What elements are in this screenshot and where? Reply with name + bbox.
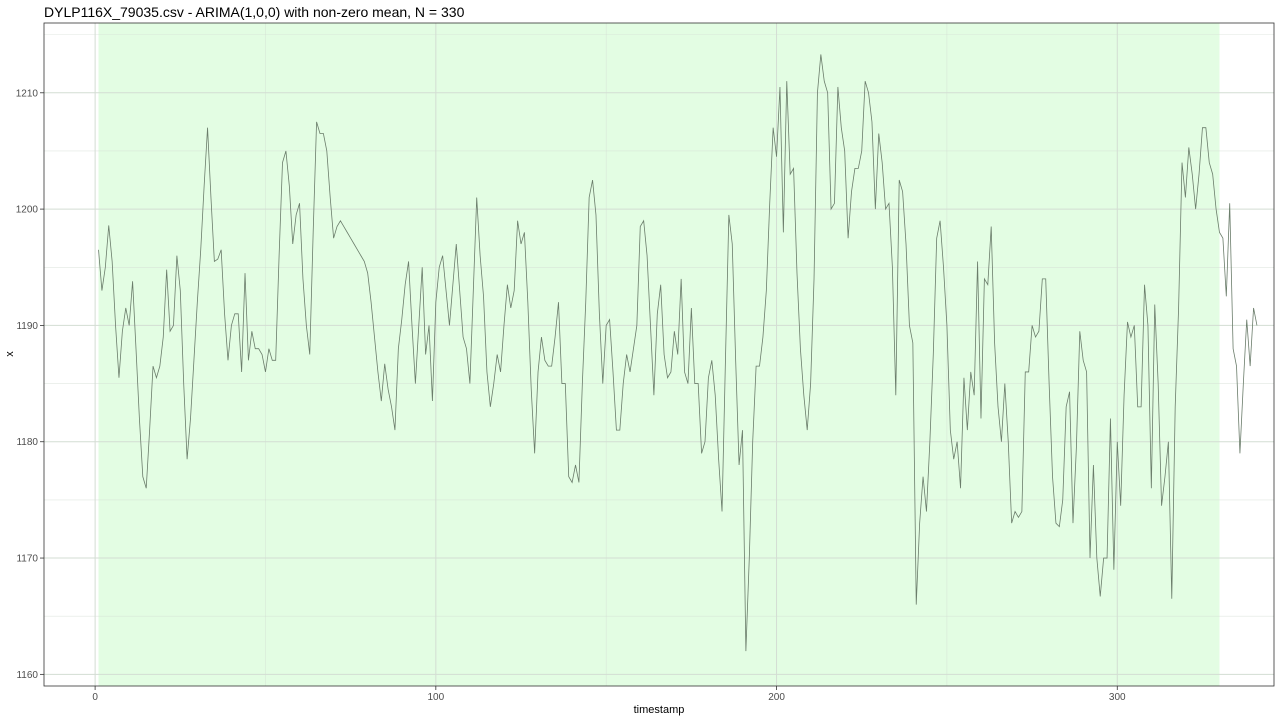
y-axis-label: x: [4, 351, 16, 357]
y-tick-label: 1180: [16, 437, 38, 448]
x-tick-label: 300: [1109, 692, 1126, 703]
y-tick-label: 1160: [16, 670, 38, 681]
x-tick-label: 200: [768, 692, 785, 703]
plot-area: 0 100 200 300 1160 1170 1180 1190 1200 1210: [16, 22, 1275, 703]
series-line: [98, 54, 1258, 652]
chart-title: DYLP116X_79035.csv - ARIMA(1,0,0) with n…: [44, 4, 465, 20]
x-tick-label: 100: [427, 692, 444, 703]
x-axis-label: timestamp: [634, 704, 685, 716]
y-tick-label: 1200: [16, 205, 39, 216]
y-tick-label: 1190: [16, 321, 38, 332]
panel-border: [43, 22, 1275, 687]
x-tick-label: 0: [92, 692, 98, 703]
shaded-region: [98, 23, 1220, 686]
y-tick-label: 1210: [16, 88, 39, 99]
y-tick-label: 1170: [16, 554, 38, 565]
